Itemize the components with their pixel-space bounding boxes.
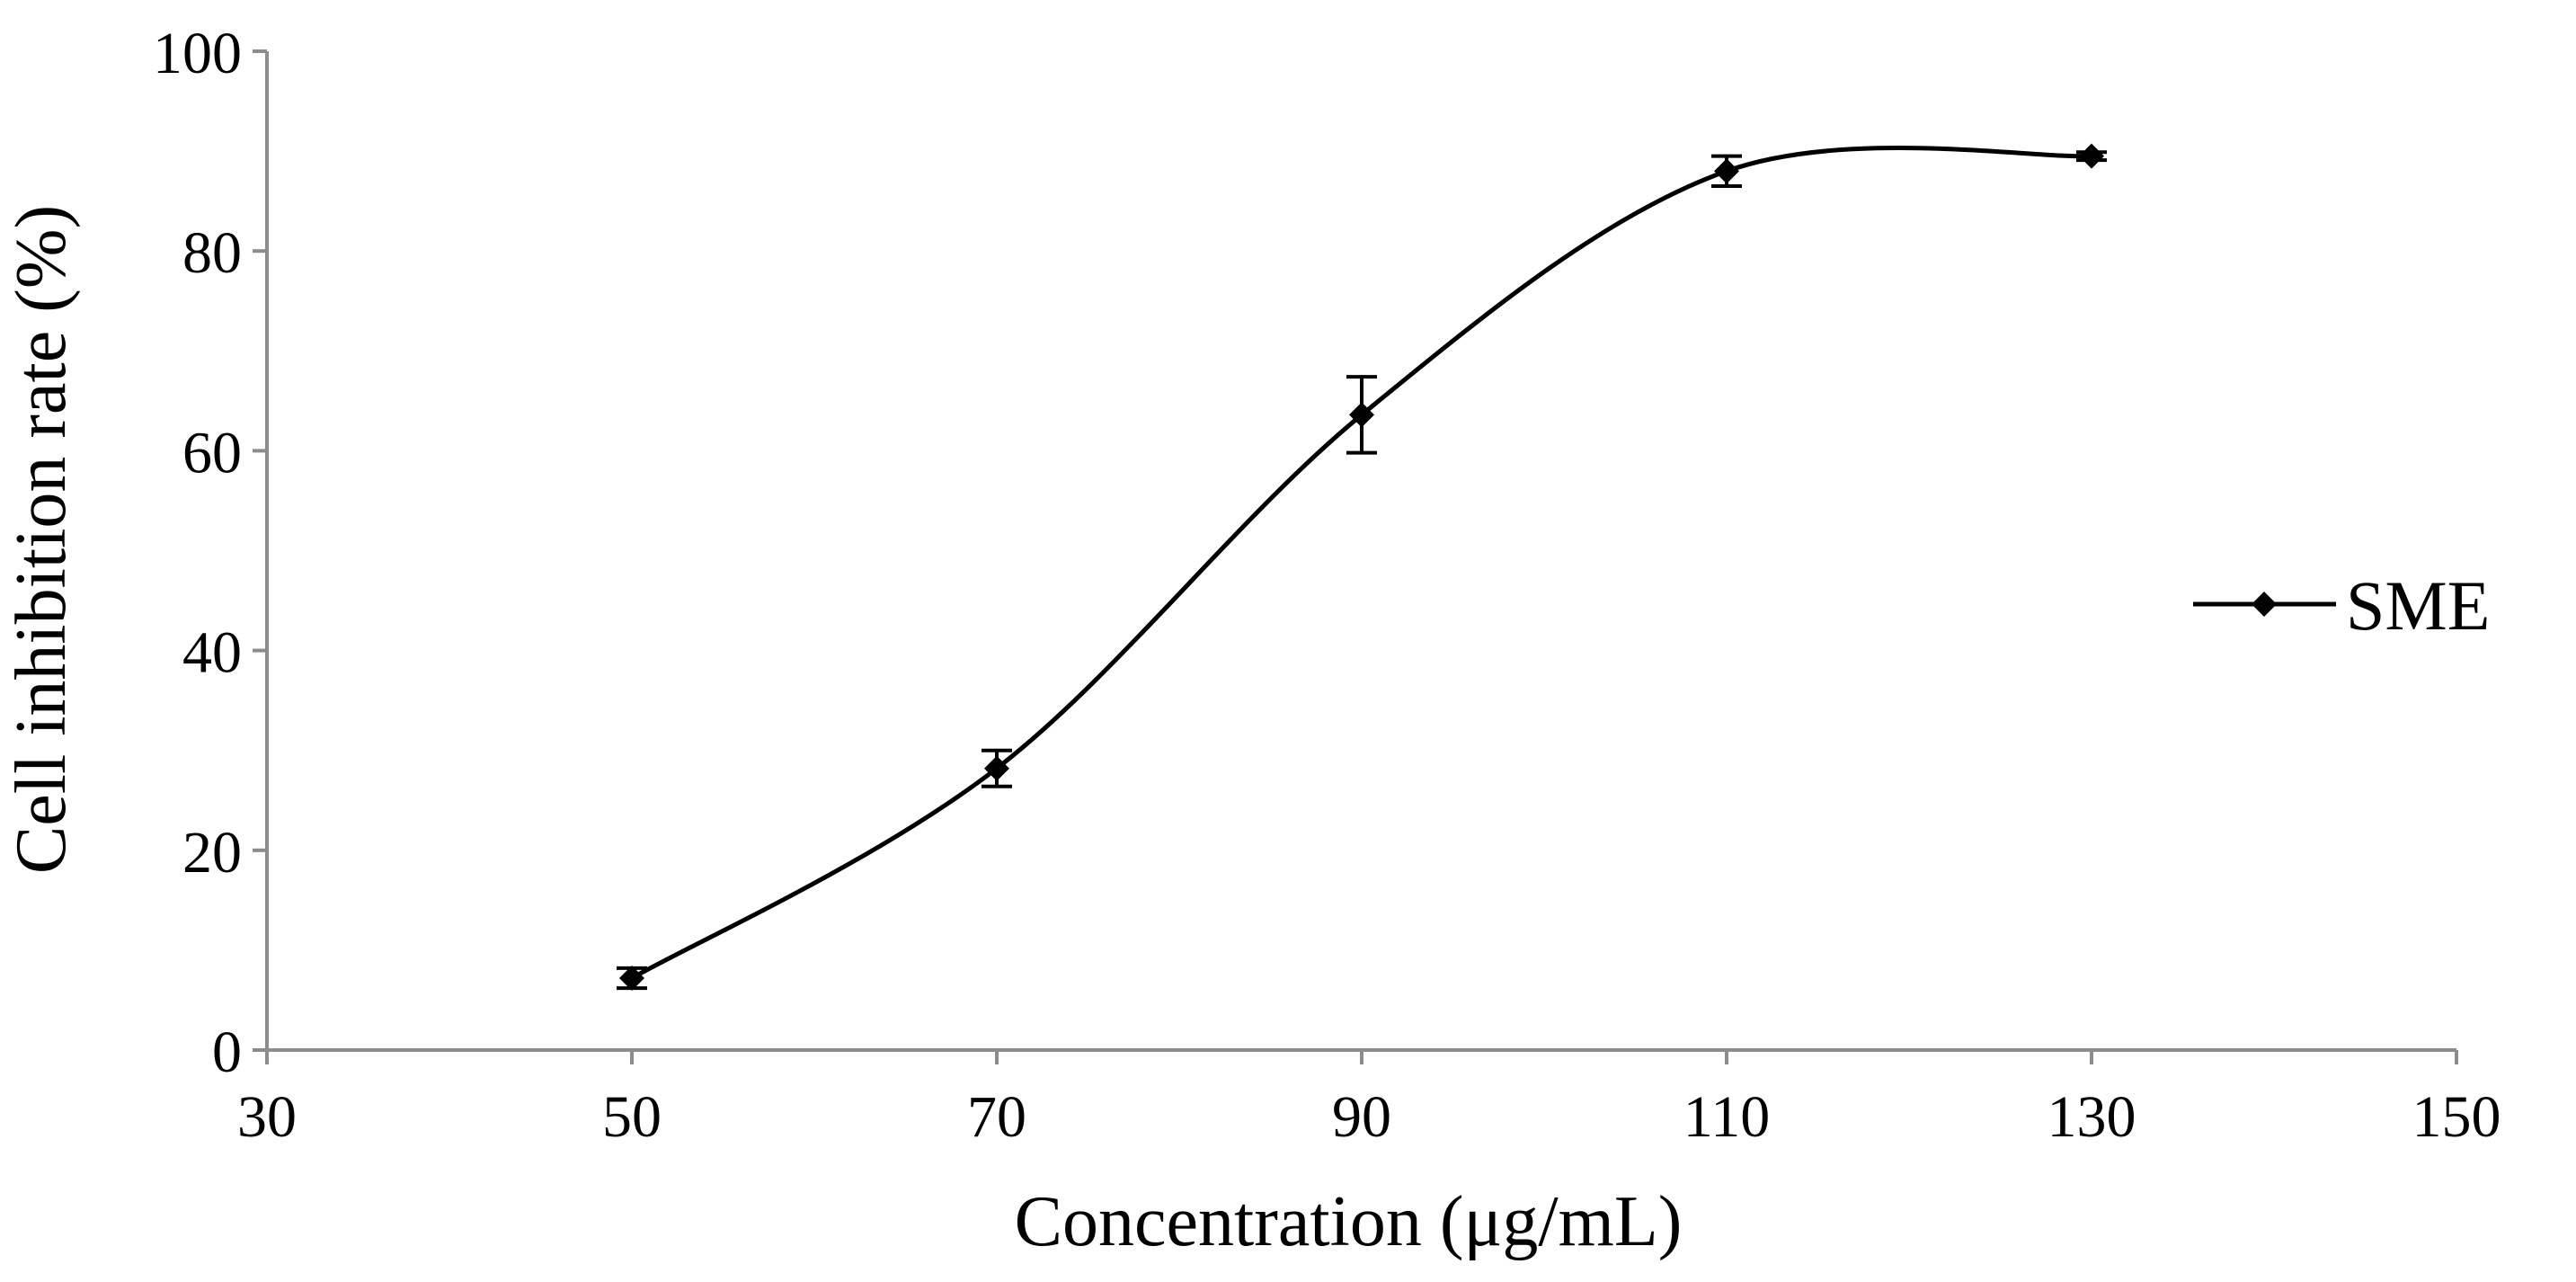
data-point (2079, 143, 2104, 169)
series-line-sme (630, 146, 2092, 981)
x-tick-label: 90 (1332, 1084, 1391, 1150)
y-axis-label: Cell inhibition rate (%) (2, 205, 81, 874)
y-tick-label: 0 (212, 1019, 242, 1085)
legend: SME (2193, 566, 2490, 645)
x-axis-label: Concentration (μg/mL) (1015, 1182, 1683, 1261)
data-point (984, 755, 1009, 781)
y-tick-label: 80 (182, 220, 242, 286)
data-point (619, 966, 644, 992)
data-point (1714, 158, 1739, 184)
y-tick-label: 60 (182, 420, 242, 485)
x-tick-label: 70 (967, 1084, 1026, 1150)
tick-labels: 0 20 40 60 80 100 30 50 70 90 110 130 150 (153, 21, 2501, 1150)
axes (265, 51, 2456, 1052)
y-tick-label: 20 (182, 820, 242, 886)
legend-marker (2252, 592, 2277, 617)
x-tick-label: 50 (602, 1084, 662, 1150)
x-tick-label: 130 (2047, 1084, 2136, 1150)
x-tick-label: 30 (237, 1084, 297, 1150)
x-tick-label: 150 (2412, 1084, 2501, 1150)
legend-item: SME (2193, 566, 2490, 645)
x-tick-label: 110 (1683, 1084, 1771, 1150)
data-point (1349, 402, 1374, 428)
y-tick-label: 100 (153, 21, 242, 86)
series-layer (617, 143, 2107, 992)
tick-marks (253, 49, 2458, 1064)
legend-label: SME (2346, 566, 2490, 645)
y-tick-label: 40 (182, 620, 242, 686)
